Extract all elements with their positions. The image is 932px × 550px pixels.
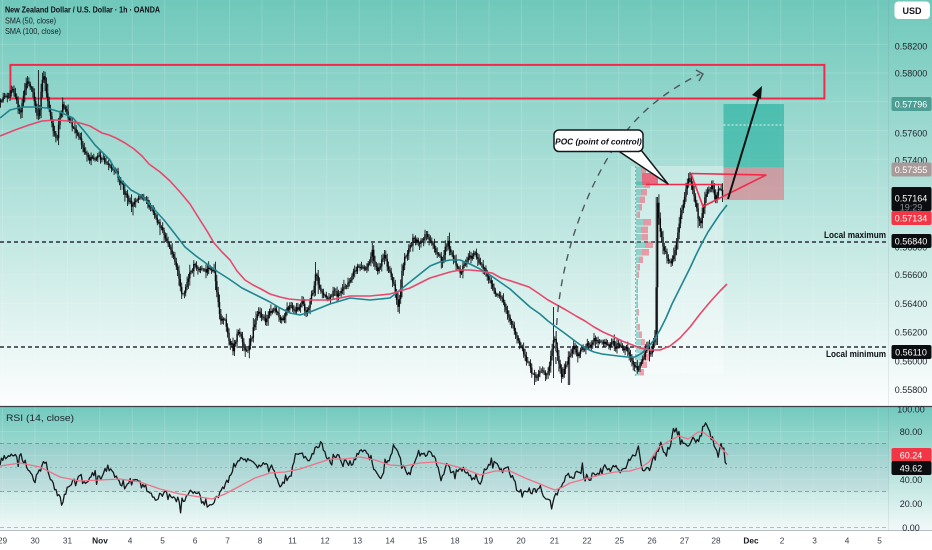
svg-text:11: 11 <box>288 536 297 546</box>
svg-text:5: 5 <box>877 536 882 546</box>
svg-text:49.62: 49.62 <box>900 463 923 473</box>
svg-text:0.56600: 0.56600 <box>895 270 928 280</box>
svg-text:20: 20 <box>516 536 526 546</box>
svg-text:19: 19 <box>484 536 494 546</box>
svg-text:18: 18 <box>450 536 460 546</box>
svg-text:22: 22 <box>582 536 592 546</box>
svg-text:0.57400: 0.57400 <box>895 155 928 165</box>
svg-text:6: 6 <box>193 536 198 546</box>
svg-text:0.56400: 0.56400 <box>895 299 928 309</box>
svg-text:100.00: 100.00 <box>897 405 925 415</box>
svg-text:80.00: 80.00 <box>900 427 923 437</box>
svg-text:12: 12 <box>320 536 330 546</box>
svg-text:14: 14 <box>385 536 395 546</box>
svg-text:POC (point of control): POC (point of control) <box>555 136 642 146</box>
svg-text:Nov: Nov <box>92 536 108 546</box>
svg-text:13: 13 <box>353 536 363 546</box>
svg-text:0.00: 0.00 <box>902 523 920 533</box>
svg-text:20.00: 20.00 <box>900 499 923 509</box>
svg-text:15: 15 <box>418 536 428 546</box>
svg-text:0.57600: 0.57600 <box>895 128 928 138</box>
svg-text:0.57796: 0.57796 <box>895 99 928 109</box>
svg-text:2: 2 <box>780 536 785 546</box>
svg-text:Local minimum: Local minimum <box>826 349 886 359</box>
svg-text:0.58000: 0.58000 <box>895 68 928 78</box>
svg-text:0.56200: 0.56200 <box>895 328 928 338</box>
svg-text:0.56110: 0.56110 <box>895 347 927 357</box>
svg-text:0.56000: 0.56000 <box>895 356 928 366</box>
svg-text:Dec: Dec <box>743 536 759 546</box>
svg-text:5: 5 <box>160 536 165 546</box>
svg-text:60.24: 60.24 <box>900 450 923 460</box>
svg-text:7: 7 <box>225 536 230 546</box>
svg-text:RSI (14, close): RSI (14, close) <box>6 413 74 423</box>
svg-text:31: 31 <box>63 536 73 546</box>
svg-text:27: 27 <box>680 536 690 546</box>
svg-text:4: 4 <box>128 536 133 546</box>
svg-text:0.57164: 0.57164 <box>895 193 928 203</box>
svg-text:26: 26 <box>647 536 657 546</box>
svg-text:SMA (100, close): SMA (100, close) <box>5 26 61 36</box>
svg-text:0.57134: 0.57134 <box>895 213 928 223</box>
svg-text:30: 30 <box>30 536 40 546</box>
svg-text:29: 29 <box>0 536 7 546</box>
svg-text:4: 4 <box>845 536 850 546</box>
svg-text:19:29: 19:29 <box>900 203 923 213</box>
svg-text:28: 28 <box>711 536 721 546</box>
svg-text:25: 25 <box>615 536 625 546</box>
svg-text:21: 21 <box>550 536 560 546</box>
svg-text:Local maximum: Local maximum <box>824 230 886 240</box>
svg-text:3: 3 <box>812 536 817 546</box>
svg-text:SMA (50, close): SMA (50, close) <box>5 16 56 26</box>
svg-text:0.57355: 0.57355 <box>895 165 928 175</box>
svg-text:0.58200: 0.58200 <box>895 41 928 51</box>
svg-text:0.56840: 0.56840 <box>895 236 928 246</box>
svg-text:New Zealand Dollar / U.S. Doll: New Zealand Dollar / U.S. Dollar · 1h · … <box>5 5 160 15</box>
svg-text:40.00: 40.00 <box>900 475 923 485</box>
svg-text:0.55800: 0.55800 <box>895 385 928 395</box>
svg-text:USD: USD <box>902 6 922 16</box>
svg-text:8: 8 <box>258 536 263 546</box>
